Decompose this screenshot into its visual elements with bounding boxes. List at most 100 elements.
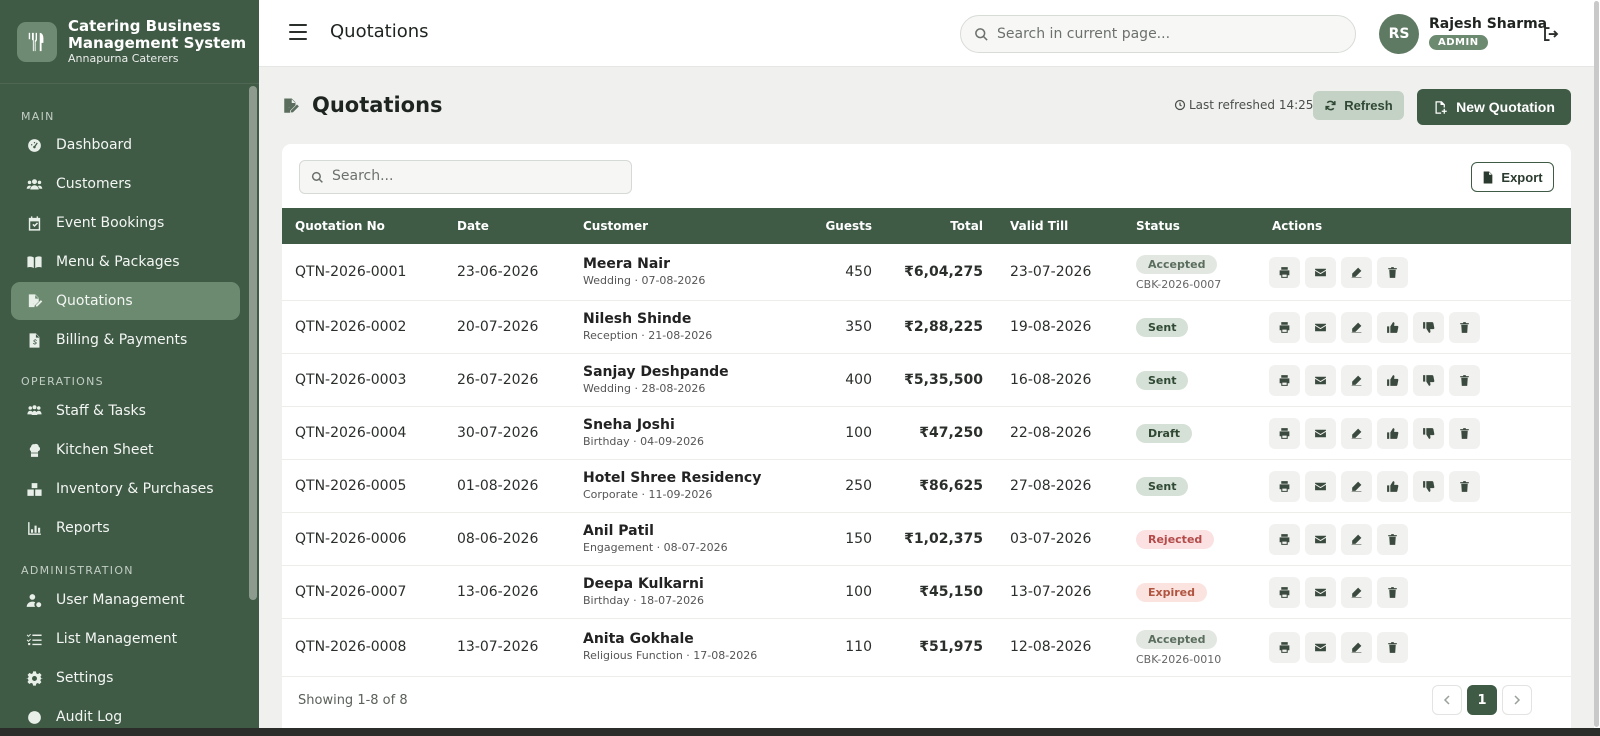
delete-button[interactable] — [1449, 312, 1480, 343]
reject-button[interactable] — [1413, 365, 1444, 396]
staff-icon — [24, 401, 44, 421]
quotation-no[interactable]: QTN-2026-0003 — [295, 372, 407, 388]
sidebar-item-inventory-purchases[interactable]: Inventory & Purchases — [11, 470, 240, 508]
reject-button[interactable] — [1413, 471, 1444, 502]
sidebar-item-settings[interactable]: Settings — [11, 659, 240, 697]
accept-button[interactable] — [1377, 418, 1408, 449]
email-button[interactable] — [1305, 524, 1336, 555]
sidebar-scrollbar[interactable] — [249, 86, 257, 600]
quotation-no[interactable]: QTN-2026-0007 — [295, 584, 407, 600]
logout-icon[interactable] — [1542, 25, 1560, 43]
sidebar-item-menu-packages[interactable]: Menu & Packages — [11, 243, 240, 281]
page-1-button[interactable]: 1 — [1467, 685, 1497, 715]
refresh-button[interactable]: Refresh — [1313, 91, 1404, 120]
accept-button[interactable] — [1377, 471, 1408, 502]
sidebar-item-event-bookings[interactable]: Event Bookings — [11, 204, 240, 242]
delete-button[interactable] — [1449, 471, 1480, 502]
delete-button[interactable] — [1449, 418, 1480, 449]
col-valid-till[interactable]: Valid Till — [1010, 219, 1069, 233]
email-button[interactable] — [1305, 257, 1336, 288]
email-button[interactable] — [1305, 471, 1336, 502]
edit-button[interactable] — [1341, 257, 1372, 288]
sidebar-item-staff-tasks[interactable]: Staff & Tasks — [11, 392, 240, 430]
printer-icon — [1279, 587, 1290, 598]
print-button[interactable] — [1269, 524, 1300, 555]
edit-button[interactable] — [1341, 632, 1372, 663]
sidebar-item-reports[interactable]: Reports — [11, 509, 240, 547]
print-button[interactable] — [1269, 471, 1300, 502]
page-scrollbar[interactable] — [1594, 0, 1600, 728]
print-button[interactable] — [1269, 365, 1300, 396]
table-row[interactable]: QTN-2026-0004 30-07-2026 Sneha Joshi Birthd… — [282, 407, 1571, 460]
email-button[interactable] — [1305, 632, 1336, 663]
table-row[interactable]: QTN-2026-0007 13-06-2026 Deepa Kulkarni Bir… — [282, 566, 1571, 619]
reject-button[interactable] — [1413, 418, 1444, 449]
printer-icon — [1279, 322, 1290, 333]
accept-button[interactable] — [1377, 312, 1408, 343]
sidebar-item-quotations[interactable]: Quotations — [11, 282, 240, 320]
edit-button[interactable] — [1341, 577, 1372, 608]
delete-button[interactable] — [1377, 632, 1408, 663]
sidebar-item-audit-log[interactable]: Audit Log — [11, 698, 240, 728]
delete-button[interactable] — [1377, 524, 1408, 555]
col-status[interactable]: Status — [1136, 219, 1180, 233]
quotation-no[interactable]: QTN-2026-0006 — [295, 531, 407, 547]
quotation-date: 23-06-2026 — [457, 264, 539, 280]
quotation-no[interactable]: QTN-2026-0002 — [295, 319, 407, 335]
sidebar-item-user-management[interactable]: User Management — [11, 581, 240, 619]
sidebar-item-kitchen-sheet[interactable]: Kitchen Sheet — [11, 431, 240, 469]
booking-ref[interactable]: CBK-2026-0007 — [1136, 278, 1222, 291]
edit-button[interactable] — [1341, 524, 1372, 555]
hamburger-menu-icon[interactable] — [289, 24, 307, 40]
quotation-no[interactable]: QTN-2026-0001 — [295, 264, 407, 280]
delete-button[interactable] — [1377, 257, 1408, 288]
edit-button[interactable] — [1341, 312, 1372, 343]
col-date[interactable]: Date — [457, 219, 489, 233]
print-button[interactable] — [1269, 257, 1300, 288]
print-button[interactable] — [1269, 418, 1300, 449]
col-quotation-no[interactable]: Quotation No — [295, 219, 385, 233]
global-search-input[interactable] — [997, 26, 1337, 42]
email-button[interactable] — [1305, 365, 1336, 396]
export-button[interactable]: Export — [1471, 162, 1554, 192]
next-page-button[interactable] — [1502, 685, 1532, 715]
section-label-administration: ADMINISTRATION — [21, 564, 134, 577]
table-row[interactable]: QTN-2026-0003 26-07-2026 Sanjay Deshpande W… — [282, 354, 1571, 407]
new-quotation-button[interactable]: New Quotation — [1417, 89, 1571, 125]
print-button[interactable] — [1269, 577, 1300, 608]
status-badge: Accepted — [1136, 630, 1218, 649]
col-customer[interactable]: Customer — [583, 219, 649, 233]
edit-button[interactable] — [1341, 365, 1372, 396]
table-row[interactable]: QTN-2026-0002 20-07-2026 Nilesh Shinde Rece… — [282, 301, 1571, 354]
print-button[interactable] — [1269, 312, 1300, 343]
print-button[interactable] — [1269, 632, 1300, 663]
col-total[interactable]: Total — [950, 219, 983, 233]
email-button[interactable] — [1305, 577, 1336, 608]
table-row[interactable]: QTN-2026-0006 08-06-2026 Anil Patil Engagem… — [282, 513, 1571, 566]
delete-button[interactable] — [1377, 577, 1408, 608]
valid-till: 12-08-2026 — [1010, 639, 1092, 655]
quotation-no[interactable]: QTN-2026-0004 — [295, 425, 407, 441]
email-button[interactable] — [1305, 312, 1336, 343]
sidebar-item-customers[interactable]: Customers — [11, 165, 240, 203]
sidebar-item-billing-payments[interactable]: Billing & Payments — [11, 321, 240, 359]
edit-button[interactable] — [1341, 471, 1372, 502]
table-search-input[interactable] — [332, 168, 622, 184]
edit-button[interactable] — [1341, 418, 1372, 449]
sidebar-item-list-management[interactable]: List Management — [11, 620, 240, 658]
booking-ref[interactable]: CBK-2026-0010 — [1136, 653, 1222, 666]
reject-button[interactable] — [1413, 312, 1444, 343]
avatar[interactable]: RS — [1379, 14, 1419, 54]
table-row[interactable]: QTN-2026-0001 23-06-2026 Meera Nair Wedding… — [282, 244, 1571, 301]
col-guests[interactable]: Guests — [825, 219, 872, 233]
table-row[interactable]: QTN-2026-0005 01-08-2026 Hotel Shree Resid… — [282, 460, 1571, 513]
delete-button[interactable] — [1449, 365, 1480, 396]
quotation-no[interactable]: QTN-2026-0005 — [295, 478, 407, 494]
guests: 150 — [845, 531, 872, 547]
table-row[interactable]: QTN-2026-0008 13-07-2026 Anita Gokhale Reli… — [282, 619, 1571, 677]
prev-page-button[interactable] — [1432, 685, 1462, 715]
email-button[interactable] — [1305, 418, 1336, 449]
quotation-no[interactable]: QTN-2026-0008 — [295, 639, 407, 655]
accept-button[interactable] — [1377, 365, 1408, 396]
sidebar-item-dashboard[interactable]: Dashboard — [11, 126, 240, 164]
